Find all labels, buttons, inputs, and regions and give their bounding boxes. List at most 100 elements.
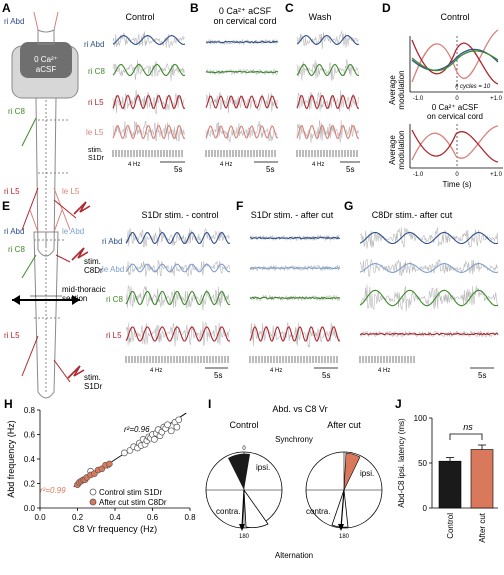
ylabel-d-top-1: Average [388, 75, 397, 105]
chamber-label-1: 0 Ca²⁺ [34, 55, 58, 64]
integrated-activity [249, 266, 341, 270]
data-point-after-cut [106, 460, 113, 468]
panel-g: G C8Dr stim.- after cut 4 Hz 5s [344, 199, 499, 380]
integrated-activity [249, 296, 341, 300]
x-tick-label: 0.2 [72, 513, 84, 522]
control-tick-180: 180 [239, 534, 250, 540]
trace-b-le-l5 [205, 120, 279, 143]
raw-activity [296, 90, 359, 112]
stim-label-a-1: stim. [88, 147, 103, 154]
legend-control: Control stim S1Dr [99, 488, 162, 497]
sub-control: Control [229, 420, 258, 430]
trace-b-ri-l5 [205, 92, 279, 114]
scale-f: 5s [322, 371, 330, 380]
r2-after: r²=0.99 [40, 486, 66, 495]
panel-letter-g: G [344, 199, 353, 213]
cycles-note: # cycles = 10 [455, 84, 491, 90]
control-ipsi-sector [228, 453, 250, 490]
d2-xtick-2: 0 [455, 172, 459, 178]
integrated-activity [125, 326, 231, 342]
integrated-activity [249, 236, 341, 240]
data-point-control [151, 436, 158, 443]
trace-g-ri-c8 [359, 284, 499, 312]
trace-label-le-l5: le L5 [86, 128, 104, 137]
trace-g-ri-abd [359, 227, 499, 249]
integrated-activity [112, 94, 186, 110]
label-ri-l5: ri L5 [4, 187, 20, 196]
x-tick-label: Control [446, 513, 455, 539]
raw-activity [125, 285, 230, 311]
raw-activity [359, 258, 499, 278]
label-ri-c8: ri C8 [8, 107, 25, 116]
trace-label-ri-c8: ri C8 [88, 67, 105, 76]
bar-control [438, 460, 462, 509]
scale-c: 5s [346, 165, 354, 174]
raw-activity [359, 227, 499, 249]
integrated-activity [112, 35, 186, 45]
d-curve-le-l5 [411, 29, 499, 83]
title-b-2: on cervical cord [213, 16, 276, 26]
raw-activity [296, 59, 359, 81]
alternation-label: Alternation [275, 551, 313, 560]
panel-i: I Abd. vs C8 Vr Control After cut Synchr… [205, 397, 383, 560]
y-axis-label: Abd frequency (Hz) [6, 420, 16, 498]
trace-b-ri-abd [205, 38, 279, 46]
y-axis-label: Abd-C8 ipsi. latency (ms) [397, 418, 406, 508]
integrated-activity [359, 231, 499, 245]
traces-e [125, 227, 231, 363]
integrated-activity [125, 290, 231, 306]
sig-label: ns [463, 422, 473, 432]
cord-diagram-a [11, 11, 91, 257]
freq-e: 4 Hz [150, 368, 162, 374]
stim-bars-e [125, 356, 229, 363]
panel-letter-j: J [395, 397, 402, 411]
scale-b: 5s [266, 165, 274, 174]
x-axis-label: C8 Vr frequency (Hz) [73, 524, 157, 534]
e-label-le-abd: le Abd [62, 227, 84, 236]
stim-bars-f [249, 356, 338, 363]
raw-activity [205, 92, 278, 114]
after-contra: contra. [306, 507, 330, 516]
legend-after: After cut stim C8Dr [99, 498, 167, 507]
integrated-activity [296, 63, 360, 77]
label-ri-abd: ri Abd [4, 17, 24, 26]
d2-xtick-3: +1.0 [490, 172, 503, 178]
trace-label-ri-abd: ri Abd [84, 40, 104, 49]
integrated-activity [296, 35, 360, 45]
trace-e-ri-l5 [125, 321, 231, 347]
significance-bracket [449, 433, 483, 440]
integrated-activity [249, 326, 341, 342]
trace-c-ri-c8 [296, 59, 360, 81]
y-tick-label: 0.8 [24, 406, 36, 415]
y-tick-label: 100 [414, 414, 428, 423]
y-tick-label: 0.2 [24, 480, 36, 489]
legend-marker-after [89, 498, 97, 506]
integrated-activity [359, 263, 499, 273]
x-tick-label: 0.8 [184, 513, 196, 522]
raw-activity [249, 234, 340, 242]
d-xtick-3: +1.0 [490, 96, 503, 102]
bar-after-cut [470, 449, 494, 509]
trace-f-ri-c8 [249, 294, 341, 302]
title-b-1: 0 Ca²⁺ aCSF [219, 6, 272, 16]
x-tick-label: After cut [478, 512, 487, 543]
integrated-activity [296, 124, 360, 140]
e-trace-label-ri-c8: ri C8 [106, 295, 123, 304]
integrated-activity [205, 95, 279, 109]
trace-a-le-l5 [112, 120, 186, 142]
trace-label-ri-l5: ri L5 [88, 98, 104, 107]
e-trace-label-ri-l5: ri L5 [106, 331, 122, 340]
legend-marker-control [89, 488, 97, 496]
title-g: C8Dr stim.- after cut [372, 210, 453, 220]
integrated-activity [359, 289, 499, 307]
d-xtick-1: -1.0 [413, 96, 424, 102]
x-tick-label: 0.4 [109, 513, 121, 522]
integrated-activity [205, 125, 279, 139]
raw-activity [125, 321, 230, 347]
ylabel-d-bottom-2: modulation [397, 130, 406, 169]
integrated-activity [112, 124, 186, 140]
d-xtick-2: 0 [455, 96, 459, 102]
ylabel-d-top-2: modulation [397, 70, 406, 109]
panel-letter-f: F [236, 199, 243, 213]
raw-activity [249, 294, 340, 302]
